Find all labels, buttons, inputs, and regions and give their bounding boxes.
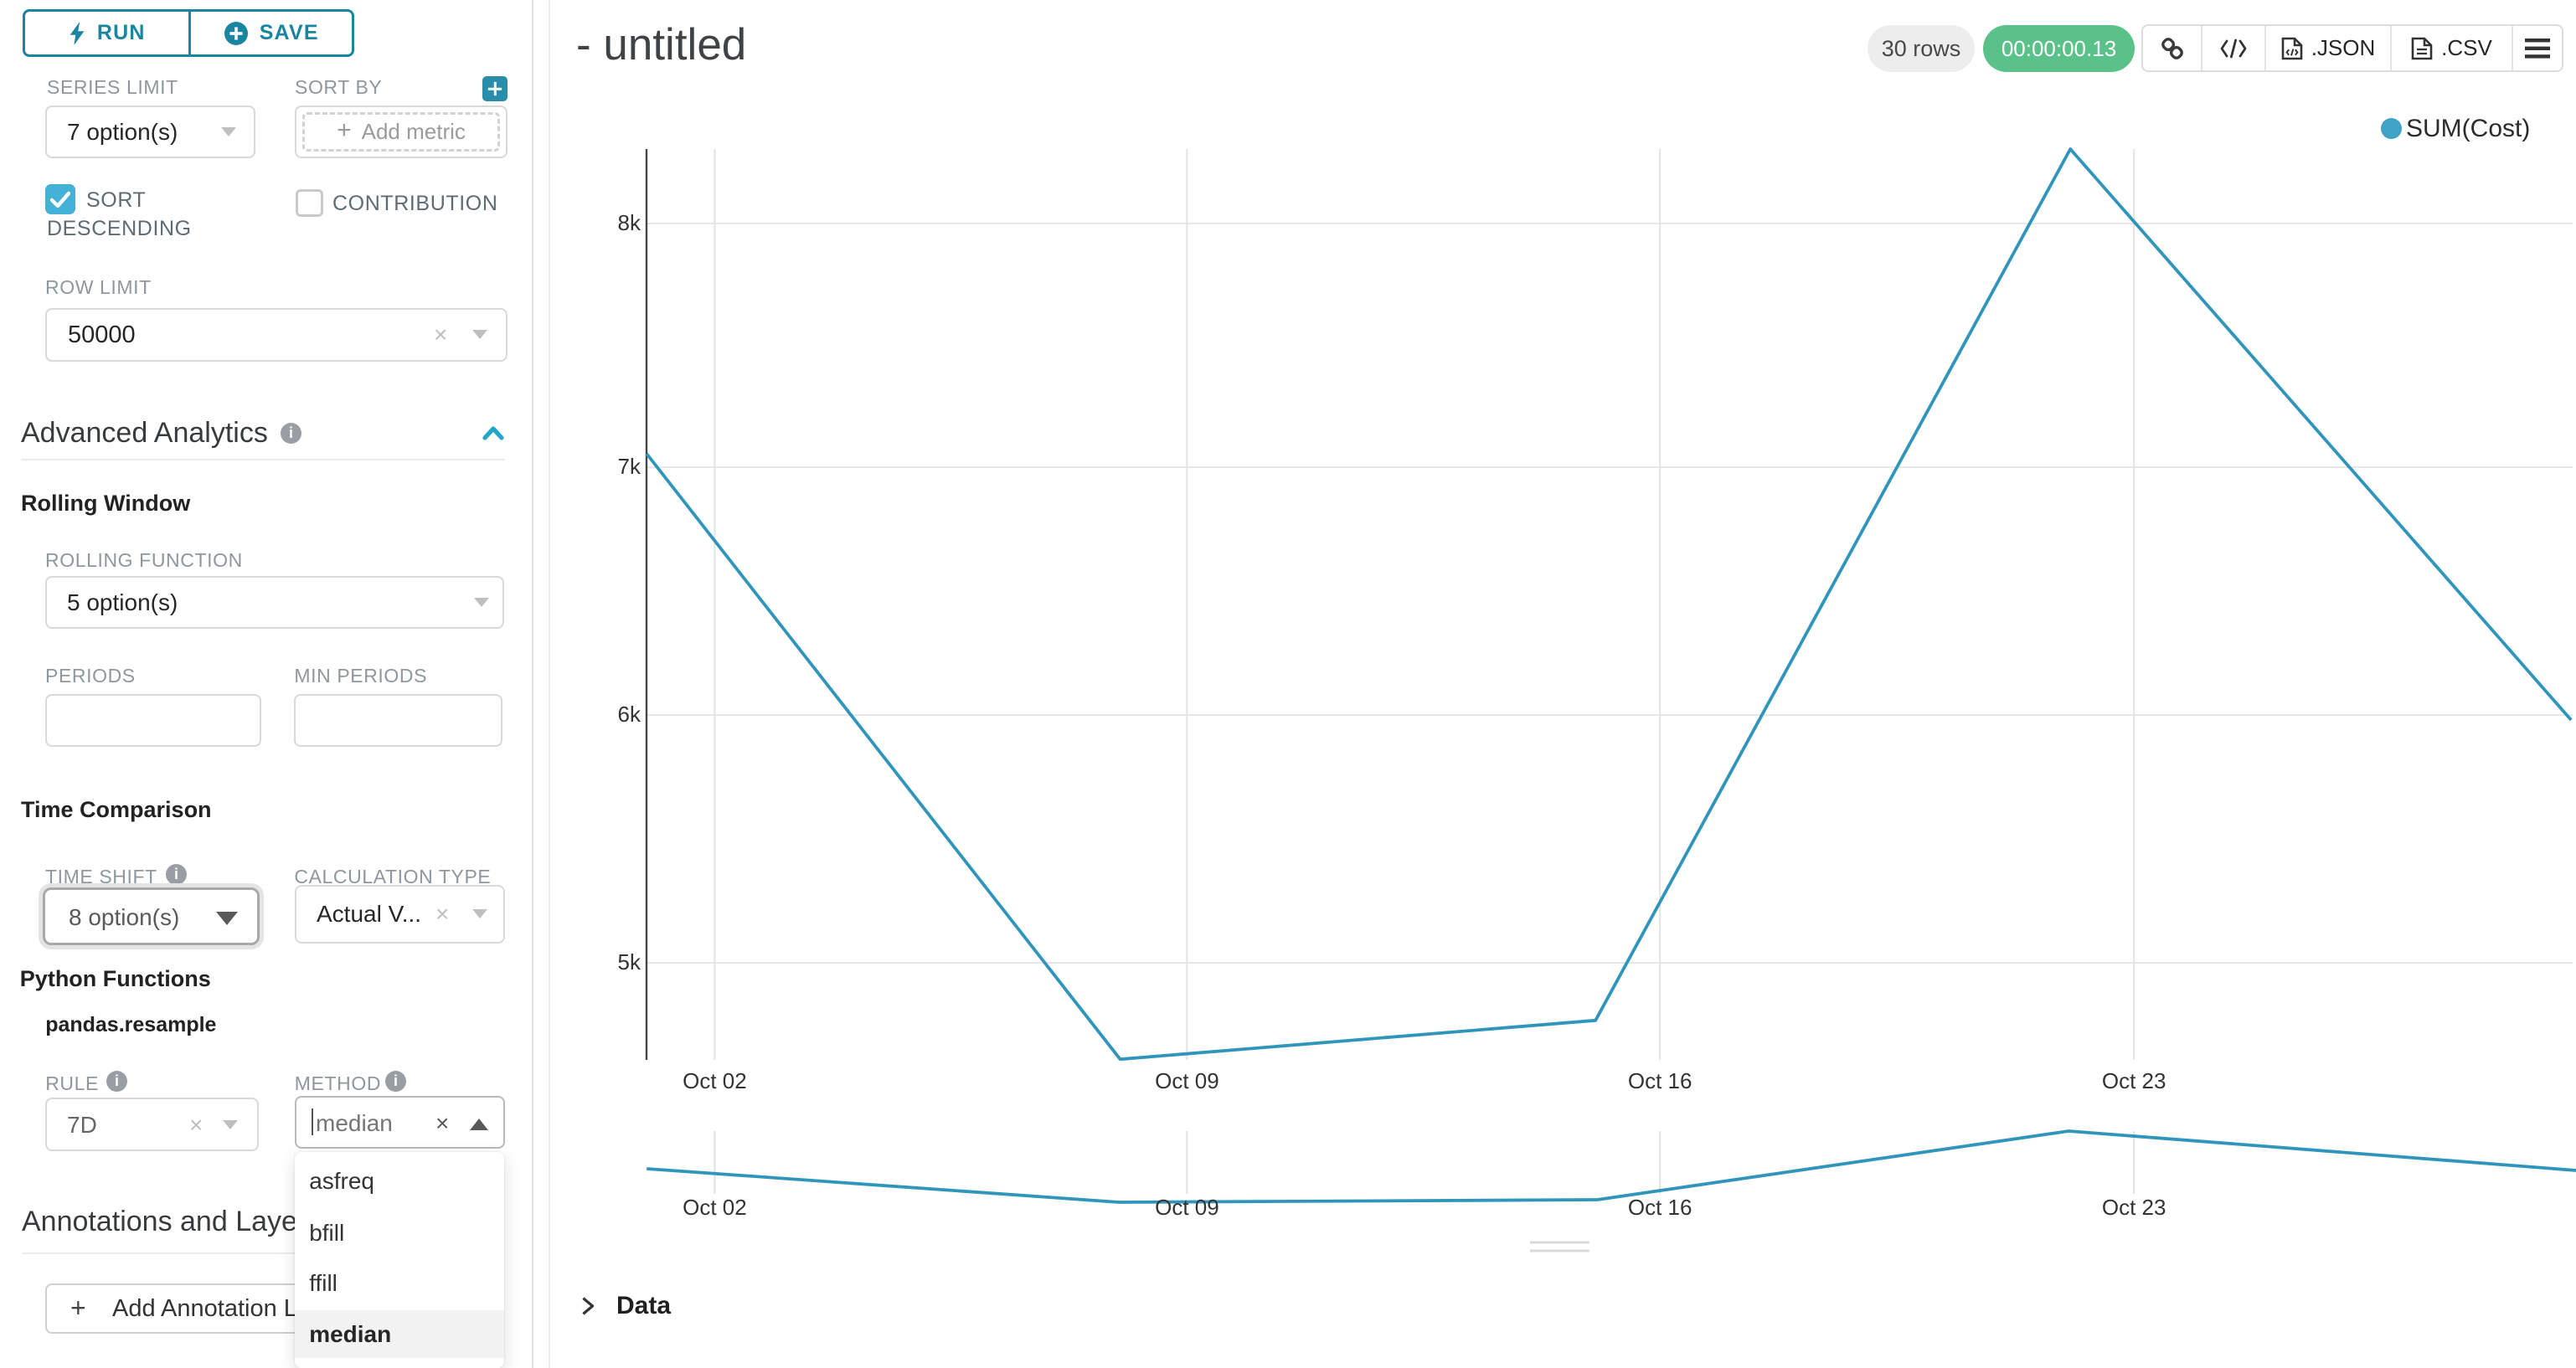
svg-text:6k: 6k (617, 702, 641, 727)
svg-text:Oct 09: Oct 09 (1155, 1068, 1219, 1093)
svg-text:Oct 02: Oct 02 (683, 1068, 747, 1093)
svg-text:Oct 02: Oct 02 (683, 1195, 747, 1220)
svg-text:7k: 7k (617, 454, 641, 479)
svg-text:5k: 5k (617, 949, 641, 975)
svg-text:Oct 23: Oct 23 (2102, 1068, 2166, 1093)
svg-text:Oct 09: Oct 09 (1155, 1195, 1219, 1220)
svg-text:Oct 16: Oct 16 (1628, 1068, 1692, 1093)
svg-text:Oct 23: Oct 23 (2102, 1195, 2166, 1220)
svg-text:Oct 16: Oct 16 (1628, 1195, 1692, 1220)
svg-text:8k: 8k (617, 210, 641, 235)
